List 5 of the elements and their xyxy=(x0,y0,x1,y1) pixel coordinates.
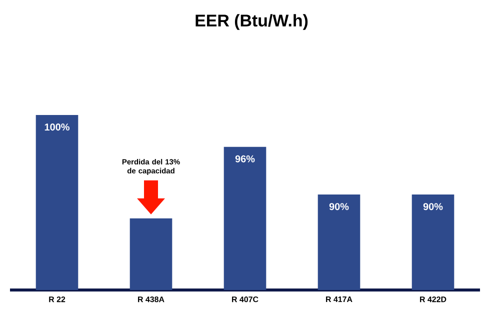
chart-title: EER (Btu/W.h) xyxy=(196,14,308,30)
data-label: 96% xyxy=(235,155,255,162)
data-label: 90% xyxy=(423,203,443,210)
data-label: 90% xyxy=(329,203,349,210)
data-label: 100% xyxy=(44,124,70,131)
